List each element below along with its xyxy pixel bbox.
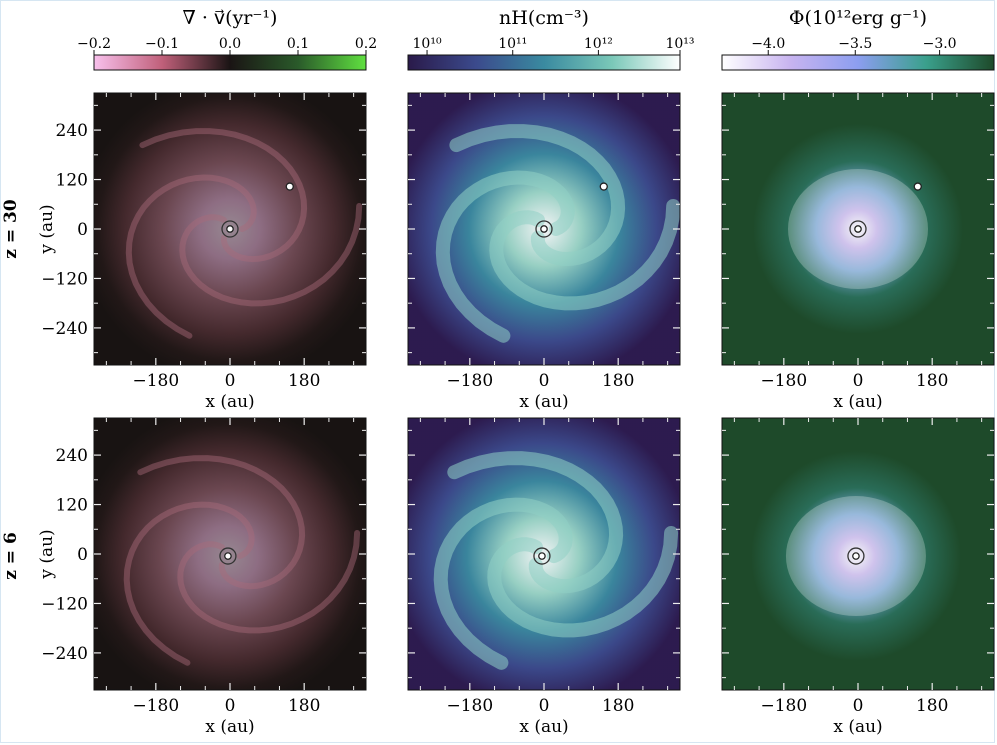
x-tick-label: 0 [225, 371, 236, 391]
primary-star-ring [533, 547, 551, 565]
x-tick-label: −180 [760, 696, 807, 716]
row-label-z30: z = 30 [1, 199, 21, 259]
x-axis-label: x (au) [519, 392, 568, 412]
colorbar-tick-label: −0.2 [77, 36, 111, 52]
colorbar-tick-label: 10¹¹ [498, 36, 527, 52]
spiral-arm [447, 451, 624, 594]
colorbar-density: nH(cm⁻³) 10¹⁰ 10¹¹ 10¹² 10¹³ [407, 7, 695, 71]
spiral-arm [125, 174, 257, 339]
y-axis-label: y (au) [37, 204, 57, 254]
spiral-arm [179, 203, 363, 307]
colorbar-divergence: ∇ · v⃗(yr⁻¹) −0.2 −0.1 0.0 0.1 0.2 [77, 7, 377, 71]
primary-star-ring [221, 220, 239, 238]
colorbar-tick-label: 10¹³ [665, 36, 694, 52]
x-tick-label: 0 [853, 696, 864, 716]
primary-star-ring [847, 547, 865, 565]
x-tick-label: 0 [539, 696, 550, 716]
panel-density-row0: −180 0 180 x (au) [407, 92, 681, 412]
colorbar-potential: Φ(10¹²erg g⁻¹)−4.0 −3.5 −3.0 [721, 7, 995, 71]
colorbar-tick-label: −3.0 [923, 36, 957, 52]
colorbar-tick-label: 10¹² [584, 36, 613, 52]
x-tick-label: −180 [132, 696, 179, 716]
spiral-arm [177, 530, 361, 634]
x-axis-label: x (au) [519, 717, 568, 737]
companion-marker [913, 182, 922, 191]
x-tick-label: 0 [853, 371, 864, 391]
spiral-arm [123, 501, 255, 666]
x-axis-label: x (au) [205, 392, 254, 412]
y-tick-label: −120 [41, 269, 88, 289]
x-axis-label: x (au) [205, 717, 254, 737]
y-tick-label: 240 [56, 446, 88, 466]
x-tick-label: 180 [288, 696, 320, 716]
y-tick-label: 120 [56, 171, 88, 191]
panel-image [94, 418, 366, 690]
panel-potential-row1: −180 0 180 x (au) [721, 417, 995, 737]
colorbar-tick-label: −4.0 [751, 36, 785, 52]
spiral-arm [449, 124, 626, 267]
x-tick-label: 180 [602, 696, 634, 716]
panels-layer: ∇ · v⃗(yr⁻¹) −0.2 −0.1 0.0 0.1 0.2 −180 0 180 x (… [37, 7, 995, 737]
primary-star-dot [224, 552, 232, 560]
panel-image [94, 93, 366, 365]
spiral-arm [487, 526, 679, 638]
primary-star-ring [535, 220, 553, 238]
panel-divergence-row0: −180 0 180 x (au) 240 120 0 −120 −240 y (au) [37, 92, 367, 412]
x-tick-label: 180 [602, 371, 634, 391]
y-tick-label: 120 [56, 496, 88, 516]
y-tick-label: −240 [41, 644, 88, 664]
panel-potential-row0: −180 0 180 x (au) [721, 92, 995, 412]
x-tick-label: −180 [446, 371, 493, 391]
primary-star-ring [849, 220, 867, 238]
spiral-arm [489, 199, 680, 311]
colorbar-bar [407, 54, 681, 71]
y-tick-label: 240 [56, 121, 88, 141]
colorbar-tick-label: 0.0 [219, 36, 241, 52]
colorbar-bar [93, 54, 367, 71]
x-tick-label: −180 [132, 371, 179, 391]
colorbar-title: nH(cm⁻³) [499, 7, 589, 29]
row-label-z6: z = 6 [1, 532, 21, 580]
primary-star-dot [226, 225, 234, 233]
x-tick-label: 180 [916, 371, 948, 391]
colorbar-tick-label: 0.1 [287, 36, 309, 52]
spiral-arm [435, 170, 575, 343]
colorbar-tick-label: 0.2 [355, 36, 377, 52]
y-axis-label: y (au) [37, 529, 57, 579]
panel-density-row1: −180 0 180 x (au) [407, 417, 681, 737]
companion-marker [599, 182, 608, 191]
y-tick-label: 0 [77, 220, 88, 240]
x-tick-label: 0 [539, 371, 550, 391]
colorbar-tick-label: −0.1 [145, 36, 179, 52]
y-tick-label: 0 [77, 545, 88, 565]
spiral-arm [139, 128, 308, 263]
colorbar-title: ∇ · v⃗(yr⁻¹) [183, 7, 278, 29]
primary-star-dot [852, 552, 860, 560]
x-axis-label: x (au) [833, 392, 882, 412]
colorbar-tick-label: −3.5 [838, 36, 872, 52]
spiral-arm [137, 455, 306, 590]
colorbar-title: Φ(10¹²erg g⁻¹) [789, 7, 927, 29]
colorbar-tick-label: 10¹⁰ [413, 36, 442, 52]
y-tick-label: −240 [41, 319, 88, 339]
x-tick-label: 180 [916, 696, 948, 716]
panel-divergence-row1: −180 0 180 x (au) 240 120 0 −120 −240 y (au) [37, 417, 367, 737]
y-tick-label: −120 [41, 594, 88, 614]
x-axis-label: x (au) [833, 717, 882, 737]
primary-star-dot [538, 552, 546, 560]
colorbar-bar [721, 54, 995, 71]
spiral-arm [433, 497, 573, 670]
primary-star-dot [854, 225, 862, 233]
primary-star-ring [219, 547, 237, 565]
x-tick-label: 0 [225, 696, 236, 716]
x-tick-label: 180 [288, 371, 320, 391]
primary-star-dot [540, 225, 548, 233]
x-tick-label: −180 [760, 371, 807, 391]
companion-marker [285, 182, 294, 191]
x-tick-label: −180 [446, 696, 493, 716]
